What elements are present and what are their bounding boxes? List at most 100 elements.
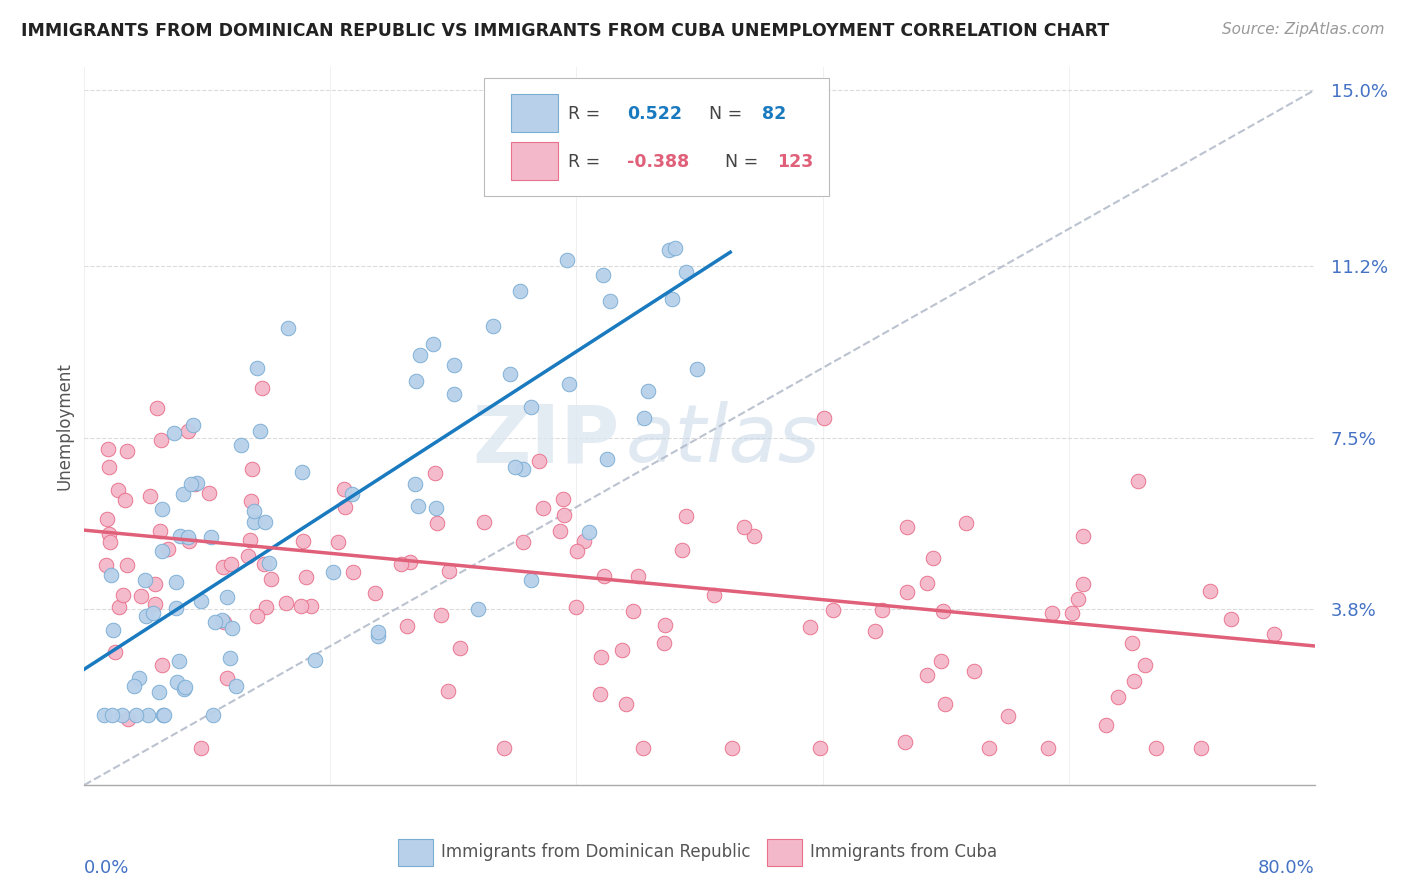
- Point: [623, 604, 645, 618]
- Point: [664, 241, 686, 255]
- Point: [631, 740, 654, 755]
- Point: [277, 320, 299, 334]
- Text: atlas: atlas: [626, 401, 821, 479]
- Point: [138, 708, 160, 723]
- Point: [259, 556, 281, 570]
- Text: -0.388: -0.388: [627, 153, 689, 170]
- Point: [197, 486, 219, 500]
- Point: [531, 500, 554, 515]
- Point: [145, 401, 167, 416]
- Point: [443, 359, 465, 373]
- Point: [555, 252, 578, 267]
- Point: [492, 740, 515, 755]
- Point: [922, 550, 945, 565]
- Point: [211, 613, 233, 627]
- Point: [821, 602, 844, 616]
- Text: 0.0%: 0.0%: [84, 859, 129, 877]
- Point: [626, 568, 648, 582]
- Point: [520, 400, 543, 414]
- Point: [274, 596, 297, 610]
- Point: [808, 740, 831, 755]
- Point: [592, 268, 614, 282]
- Point: [299, 599, 322, 613]
- Point: [367, 629, 389, 643]
- Point: [929, 654, 952, 668]
- Point: [1107, 690, 1129, 704]
- Point: [115, 444, 138, 458]
- Point: [437, 565, 460, 579]
- Point: [254, 515, 277, 529]
- Point: [97, 442, 120, 456]
- Point: [114, 493, 136, 508]
- Point: [512, 535, 534, 549]
- Bar: [768, 838, 801, 866]
- Point: [567, 543, 589, 558]
- Point: [599, 293, 621, 308]
- Point: [217, 671, 239, 685]
- Point: [405, 374, 427, 388]
- Point: [153, 708, 176, 723]
- Point: [149, 433, 172, 447]
- Point: [1071, 577, 1094, 591]
- Text: Immigrants from Cuba: Immigrants from Cuba: [810, 844, 997, 862]
- Point: [917, 576, 939, 591]
- Point: [221, 621, 243, 635]
- Point: [96, 512, 118, 526]
- Point: [204, 615, 226, 629]
- Point: [326, 535, 349, 549]
- Text: Source: ZipAtlas.com: Source: ZipAtlas.com: [1222, 22, 1385, 37]
- Point: [565, 600, 588, 615]
- Point: [1073, 529, 1095, 543]
- Point: [152, 658, 174, 673]
- Point: [181, 417, 204, 432]
- Point: [242, 504, 264, 518]
- Point: [399, 555, 422, 569]
- Text: 123: 123: [778, 153, 813, 170]
- Text: ZIP: ZIP: [472, 401, 620, 479]
- Point: [1189, 740, 1212, 755]
- Point: [589, 687, 612, 701]
- Point: [180, 477, 202, 491]
- Text: R =: R =: [568, 104, 606, 122]
- Point: [165, 574, 187, 589]
- Point: [240, 494, 263, 508]
- Point: [167, 654, 190, 668]
- Point: [101, 623, 124, 637]
- Point: [425, 501, 447, 516]
- Point: [934, 697, 956, 711]
- Point: [252, 557, 274, 571]
- Point: [1123, 673, 1146, 688]
- Point: [512, 462, 534, 476]
- Point: [409, 348, 432, 362]
- Point: [252, 381, 274, 395]
- Point: [249, 424, 271, 438]
- Point: [221, 557, 243, 571]
- Point: [143, 597, 166, 611]
- Point: [671, 542, 693, 557]
- Point: [150, 502, 173, 516]
- Point: [145, 577, 167, 591]
- Point: [240, 461, 263, 475]
- Point: [104, 645, 127, 659]
- Point: [292, 533, 315, 548]
- Point: [422, 337, 444, 351]
- Point: [260, 572, 283, 586]
- Point: [520, 573, 543, 587]
- FancyBboxPatch shape: [484, 78, 828, 196]
- Point: [163, 426, 186, 441]
- Point: [236, 549, 259, 563]
- Point: [149, 524, 172, 539]
- Point: [200, 530, 222, 544]
- Point: [107, 483, 129, 497]
- Point: [201, 708, 224, 723]
- Point: [389, 557, 412, 571]
- Point: [172, 487, 194, 501]
- Point: [1219, 612, 1241, 626]
- Point: [482, 318, 505, 333]
- Point: [429, 607, 451, 622]
- Point: [135, 608, 157, 623]
- Text: 0.522: 0.522: [627, 104, 682, 122]
- Point: [1263, 627, 1285, 641]
- Point: [703, 588, 725, 602]
- Text: 80.0%: 80.0%: [1258, 859, 1315, 877]
